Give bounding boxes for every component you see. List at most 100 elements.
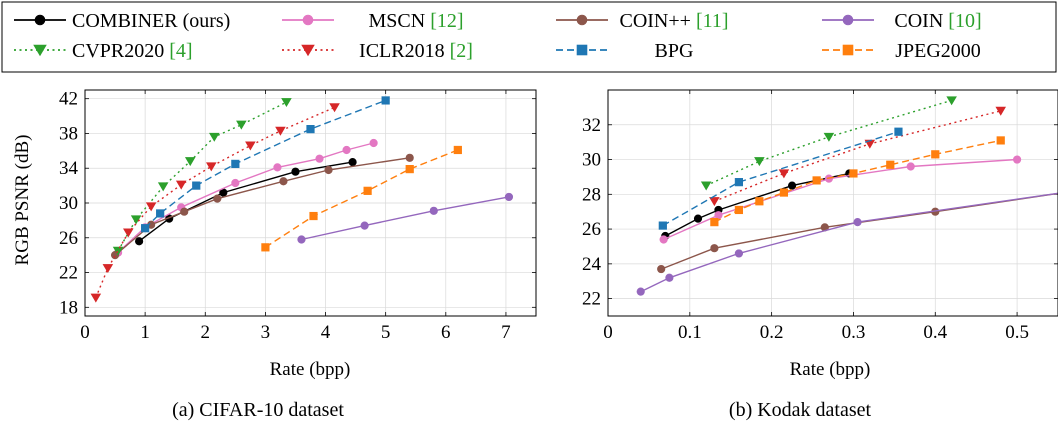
chart-kodak-point-iclr2018 [778,169,790,179]
chart-cifar10-xtick-label: 5 [381,322,391,343]
chart-cifar10-point-bpg [306,125,315,134]
chart-kodak-point-jpeg2000 [779,188,789,197]
legend-label-coin: COIN [10] [894,10,981,32]
chart-kodak-point-bpg [734,178,744,187]
chart-cifar10-point-combiner-ours [291,167,300,176]
chart-kodak-ytick-label: 30 [582,150,601,171]
chart-cifar10-point-jpeg2000 [309,211,318,221]
chart-cifar10-xtick-label: 2 [201,322,211,343]
chart-kodak-point-coin [665,273,674,282]
chart-cifar10-xlabel: Rate (bpp) [270,359,351,380]
chart-kodak-point-combiner-ours [787,181,797,190]
chart-cifar10-point-iclr2018 [145,202,157,212]
legend-box [1,1,1057,73]
chart-cifar10-point-bpg [156,209,165,218]
chart-cifar10-point-bpg [381,96,390,105]
chart-cifar10-point-bpg [231,159,240,168]
chart-kodak: Rate (bpp) (b) Kodak dataset 0 0.1 0.2 0.3 0… [582,89,1058,421]
chart-kodak-point-mscn [906,162,915,171]
chart-kodak-series-jpeg2000 [714,139,1001,223]
chart-kodak-point-mscn [714,211,723,220]
chart-kodak-point-coin [853,218,862,227]
chart-kodak-point-jpeg2000 [996,136,1005,145]
chart-cifar10-point-bpg [192,181,201,190]
chart-cifar10-point-iclr2018 [123,228,134,238]
chart-kodak-point-coin [734,249,744,258]
legend-label-combiner-ours: COMBINER (ours) [72,10,230,32]
chart-cifar10-point-combiner-ours [348,158,357,167]
chart-cifar10-plot-frame [84,89,537,317]
chart-kodak-xlabel: Rate (bpp) [790,359,871,380]
chart-cifar10-series-group [90,96,514,303]
chart-cifar10-ytick-label: 42 [59,89,78,110]
chart-kodak-ytick-label: 26 [582,219,601,240]
chart-kodak-point-jpeg2000 [886,160,895,169]
chart-cifar10: RGB PSNR (dB) Rate (bpp) (a) CIFAR-10 da… [12,89,537,421]
chart-kodak-series-bpg [662,131,899,227]
chart-cifar10-ylabel: RGB PSNR (dB) [12,135,33,266]
legend-marker-jpeg2000 [842,44,854,56]
chart-kodak-xtick-label: 0.4 [923,322,947,343]
chart-kodak-point-jpeg2000 [710,218,719,227]
chart-cifar10-point-cvpr2020 [157,182,169,192]
chart-kodak-ytick-label: 28 [582,184,601,205]
chart-cifar10-point-mscn [231,178,240,188]
chart-cifar10-ytick-label: 18 [59,297,78,318]
chart-kodak-point-jpeg2000 [755,197,764,206]
chart-kodak-point-cvpr2020 [700,181,712,191]
chart-cifar10-point-mscn [315,154,324,163]
chart-kodak-point-jpeg2000 [734,205,744,215]
chart-cifar10-ytick-label: 38 [59,123,78,144]
chart-kodak-point-coin [636,287,645,296]
chart-kodak-point-iclr2018 [995,106,1007,116]
chart-kodak-point-jpeg2000 [849,169,858,178]
legend-marker-iclr2018 [301,44,315,57]
chart-cifar10-point-jpeg2000 [363,186,372,195]
chart-kodak-point-cvpr2020 [946,96,957,106]
legend-label-iclr2018: ICLR2018 [2] [359,40,473,62]
chart-cifar10-point-iclr2018 [329,103,340,113]
chart-cifar10-series-coin [301,196,510,241]
chart-cifar10-xtick-label: 3 [261,322,271,343]
legend-label-cvpr2020: CVPR2020 [4] [72,40,193,62]
chart-cifar10-point-cvpr2020 [130,215,142,225]
chart-kodak-point-jpeg2000 [812,176,821,185]
chart-cifar10-point-iclr2018 [275,126,286,136]
chart-cifar10-series-jpeg2000 [265,149,459,248]
legend-label-jpeg2000: JPEG2000 [895,40,981,62]
legend-marker-mscn [302,14,314,26]
chart-cifar10-point-coin [504,192,514,202]
chart-cifar10-point-iclr2018 [90,293,102,303]
chart-cifar10-point-cvpr2020 [209,132,220,142]
legend: COMBINER (ours) MSCN [12] COIN++ [11] COIN … [14,10,982,62]
chart-kodak-xtick-label: 0.3 [842,322,866,343]
chart-kodak-xtick-label: 0.2 [760,322,784,343]
chart-cifar10-xtick-label: 4 [321,322,331,343]
chart-cifar10-point-coin [324,165,333,175]
chart-cifar10-point-coin [180,207,189,216]
chart-cifar10-point-mscn [342,145,351,155]
legend-marker-cvpr2020 [33,44,47,57]
chart-cifar10-xtick-label: 0 [80,322,90,343]
chart-kodak-point-combiner-ours [693,214,703,223]
chart-cifar10-point-jpeg2000 [405,165,414,174]
chart-kodak-point-coin [710,244,719,253]
chart-cifar10-point-coin [405,153,414,162]
chart-cifar10-point-coin [279,177,288,186]
chart-cifar10-point-iclr2018 [102,264,114,274]
chart-kodak-point-jpeg2000 [931,150,940,159]
chart-kodak-xtick-label: 0 [603,322,613,343]
chart-cifar10-point-iclr2018 [206,162,217,172]
chart-cifar10-ytick-label: 30 [59,193,78,214]
legend-marker-coin [576,14,588,26]
chart-cifar10-point-bpg [141,224,150,233]
chart-kodak-point-bpg [658,221,667,230]
chart-kodak-ytick-label: 22 [582,289,601,310]
chart-cifar10-xtick-label: 1 [140,322,150,343]
chart-cifar10-point-cvpr2020 [281,98,292,108]
chart-cifar10-point-jpeg2000 [261,243,270,252]
chart-cifar10-point-cvpr2020 [236,120,247,130]
chart-cifar10-ytick-label: 26 [59,228,78,249]
chart-kodak-point-iclr2018 [709,197,720,207]
